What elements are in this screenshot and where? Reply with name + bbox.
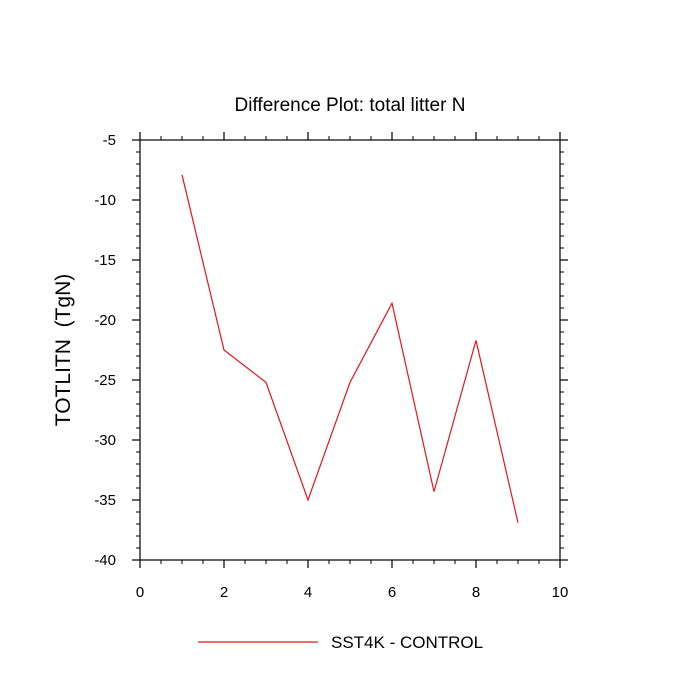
x-minor-ticks bbox=[160, 136, 540, 564]
y-minor-ticks bbox=[136, 151, 564, 549]
y-tick-label: -15 bbox=[94, 252, 116, 269]
y-axis-label: TOTLITN (TgN) bbox=[52, 274, 75, 426]
x-tick-label: 6 bbox=[388, 584, 396, 601]
chart-title: Difference Plot: total litter N bbox=[235, 95, 466, 116]
x-tick-label: 8 bbox=[472, 584, 480, 601]
series-line bbox=[181, 174, 519, 523]
x-major-ticks bbox=[139, 132, 561, 568]
y-tick-label: -20 bbox=[94, 312, 116, 329]
legend-label: SST4K - CONTROL bbox=[331, 633, 483, 652]
y-tick-label: -35 bbox=[94, 492, 116, 509]
x-tick-label: 4 bbox=[304, 584, 312, 601]
plot-frame bbox=[139, 139, 561, 561]
x-tick-label: 10 bbox=[552, 584, 569, 601]
y-tick-label: -5 bbox=[103, 132, 116, 149]
x-tick-label: 0 bbox=[136, 584, 144, 601]
legend: SST4K - CONTROL bbox=[198, 633, 483, 652]
y-tick-label: -25 bbox=[94, 372, 116, 389]
y-major-ticks bbox=[132, 139, 568, 561]
series-layer bbox=[181, 174, 519, 523]
y-tick-label: -30 bbox=[94, 432, 116, 449]
y-tick-labels: -40 -35 -30 -25 -20 -15 -10 -5 bbox=[94, 132, 116, 569]
y-tick-label: -40 bbox=[94, 552, 116, 569]
y-tick-label: -10 bbox=[94, 192, 116, 209]
x-tick-labels: 0 2 4 6 8 10 bbox=[136, 584, 569, 601]
x-tick-label: 2 bbox=[220, 584, 228, 601]
